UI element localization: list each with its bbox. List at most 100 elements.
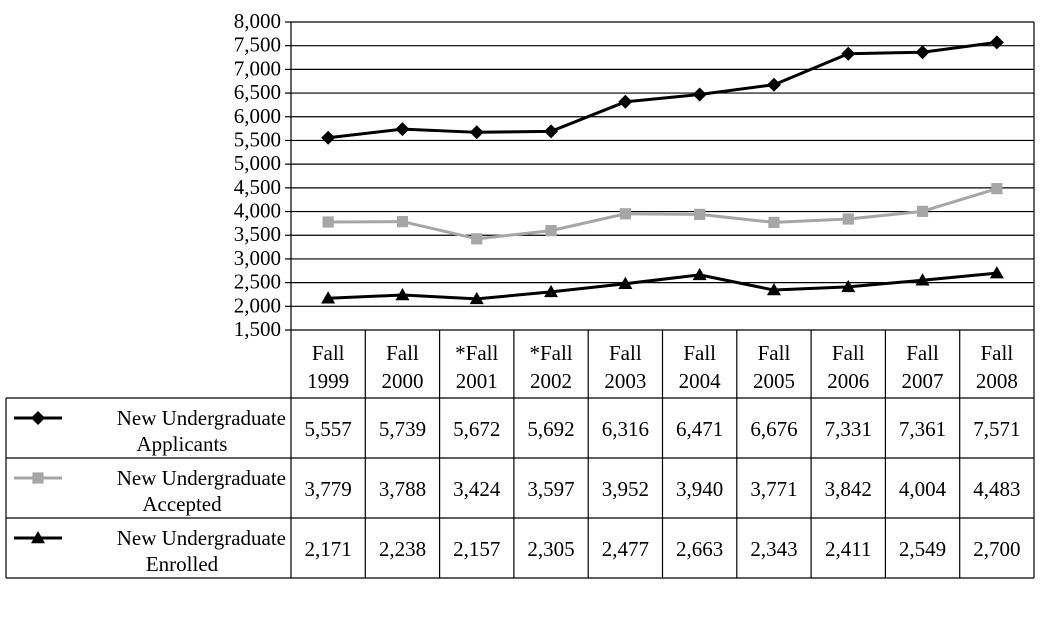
data-point [544,124,559,139]
data-point [395,288,410,301]
y-tick-label: 8,000 [234,9,281,33]
data-point [842,213,854,225]
data-label: 7,571 [973,417,1020,441]
x-tick-label: 2005 [753,369,795,393]
data-point [395,122,410,137]
data-point [545,225,557,237]
x-tick-label: 2001 [456,369,498,393]
data-label: 3,952 [602,477,649,501]
data-point [989,266,1004,279]
data-point [916,205,929,217]
y-tick-label: 4,500 [234,175,281,199]
data-label: 2,549 [899,537,946,561]
data-point [321,130,336,145]
data-label: 2,305 [527,537,574,561]
legend-label: Enrolled [146,552,219,576]
data-label: 5,692 [527,417,574,441]
data-point [766,283,781,296]
data-label: 2,238 [379,537,426,561]
x-tick-label: 2004 [679,369,722,393]
x-tick-label: 2000 [381,369,423,393]
y-tick-label: 3,000 [234,246,281,270]
x-tick-label: 2002 [530,369,572,393]
data-point [322,216,334,228]
data-point [544,284,559,298]
data-point [471,233,483,245]
data-point [618,94,633,109]
series-line [328,187,998,241]
y-tick-label: 4,000 [234,199,281,223]
data-point [768,216,780,228]
data-label: 6,676 [750,417,797,441]
data-point [618,276,633,289]
data-label: 7,331 [825,417,872,441]
x-tick-label: Fall [609,341,642,365]
data-label: 5,557 [305,417,352,441]
data-point [915,273,930,286]
y-tick-label: 6,000 [234,104,281,128]
data-label: 2,411 [825,537,871,561]
x-tick-label: 2003 [604,369,646,393]
data-label: 6,316 [602,417,649,441]
data-label: 2,700 [973,537,1020,561]
y-tick-label: 5,500 [234,127,281,151]
y-tick-label: 2,000 [234,293,281,317]
series-line [327,40,998,140]
x-tick-label: 2006 [827,369,869,393]
data-label: 3,788 [379,477,426,501]
legend-key-marker [31,531,45,544]
data-label: 3,940 [676,477,723,501]
y-tick-label: 6,500 [234,80,281,104]
data-label: 2,663 [676,537,723,561]
legend-label: New Undergraduate [117,406,286,430]
data-label: 7,361 [899,417,946,441]
series-line [328,271,997,301]
data-point [989,35,1004,50]
y-tick-label: 5,000 [234,151,281,175]
data-point [841,46,856,61]
data-label: 6,471 [676,417,723,441]
x-tick-label: Fall [758,341,791,365]
data-label: 2,171 [305,537,352,561]
data-point [692,267,707,281]
data-point [692,87,707,102]
data-label: 3,424 [453,477,501,501]
x-tick-label: 1999 [307,369,349,393]
data-label: 2,157 [453,537,500,561]
y-tick-label: 7,500 [234,33,281,57]
data-point [396,215,409,228]
x-tick-label: *Fall [455,341,498,365]
data-label: 5,672 [453,417,500,441]
x-tick-label: 2008 [976,369,1018,393]
x-tick-label: 2007 [902,369,944,393]
x-tick-label: Fall [906,341,939,365]
data-label: 3,842 [825,477,872,501]
x-tick-label: Fall [832,341,865,365]
x-tick-label: Fall [683,341,716,365]
data-point [619,208,631,220]
data-label: 3,597 [527,477,574,501]
data-point [915,45,930,60]
y-tick-label: 7,000 [234,56,281,80]
data-point [841,279,856,293]
data-label: 3,779 [305,477,352,501]
legend-label: New Undergraduate [117,466,286,490]
x-tick-label: Fall [312,341,345,365]
data-label: 3,771 [750,477,797,501]
data-point [991,183,1003,195]
legend-label: New Undergraduate [117,526,286,550]
data-label: 4,483 [973,477,1020,501]
data-point [321,291,336,304]
data-label: 2,477 [602,537,649,561]
y-tick-label: 3,500 [234,222,281,246]
x-tick-label: *Fall [529,341,572,365]
legend-label: Applicants [137,432,228,456]
legend-key-marker [32,472,44,484]
x-tick-label: Fall [386,341,419,365]
data-point [766,77,781,92]
y-tick-label: 1,500 [234,317,281,341]
legend-label: Accepted [142,492,222,516]
data-label: 4,004 [899,477,947,501]
x-tick-label: Fall [981,341,1014,365]
